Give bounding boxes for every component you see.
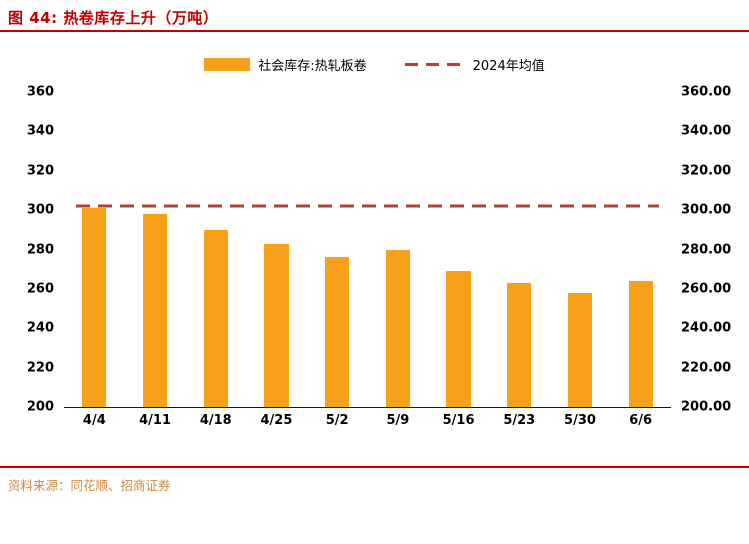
chart-legend: 社会库存:热轧板卷 2024年均值 bbox=[0, 55, 749, 74]
y-axis-right: 200.00 220.00 240.00 260.00 280.00 300.00 320.… bbox=[671, 86, 741, 414]
y-tick-label: 260 bbox=[26, 281, 54, 297]
y-tick-label: 360.00 bbox=[681, 84, 732, 100]
y-tick-label: 360 bbox=[26, 84, 54, 100]
x-tick-label: 5/30 bbox=[564, 413, 596, 428]
average-line bbox=[76, 204, 659, 208]
average-line-swatch bbox=[404, 63, 465, 66]
header-divider bbox=[0, 30, 749, 32]
bar-4/18 bbox=[203, 229, 228, 407]
x-tick-label: 6/6 bbox=[629, 413, 653, 428]
x-tick-label: 5/9 bbox=[386, 413, 410, 428]
y-tick-label: 260.00 bbox=[681, 281, 732, 297]
bar-5/23 bbox=[507, 282, 532, 407]
bar-4/4 bbox=[82, 208, 107, 407]
x-tick-label: 4/25 bbox=[260, 413, 293, 428]
bar-series-label: 社会库存:热轧板卷 bbox=[258, 59, 367, 74]
y-axis-left: 200 220 240 260 280 300 320 340 360 bbox=[8, 86, 64, 414]
y-tick-label: 280 bbox=[26, 242, 54, 257]
y-tick-label: 320 bbox=[26, 163, 54, 179]
y-tick-label: 220 bbox=[26, 360, 54, 376]
y-tick-label: 320.00 bbox=[681, 163, 732, 179]
plot-area bbox=[64, 92, 671, 408]
bar-5/30 bbox=[567, 292, 593, 407]
bar-5/16 bbox=[446, 271, 471, 407]
y-tick-label: 300.00 bbox=[681, 202, 732, 218]
bar-slot bbox=[610, 92, 671, 407]
bar-6/6 bbox=[628, 281, 653, 407]
y-tick-label: 340.00 bbox=[681, 123, 732, 139]
bar-slot bbox=[550, 92, 611, 407]
y-tick-label: 300 bbox=[26, 202, 54, 218]
y-tick-label: 200.00 bbox=[681, 399, 732, 415]
x-tick-label: 5/2 bbox=[325, 413, 349, 428]
bar-slot bbox=[307, 92, 368, 407]
bar-5/2 bbox=[325, 257, 350, 407]
bar-slot bbox=[489, 92, 550, 407]
average-line-label: 2024年均值 bbox=[472, 59, 545, 74]
y-tick-label: 340 bbox=[26, 123, 54, 139]
x-tick-label: 4/11 bbox=[139, 413, 171, 428]
x-tick-label: 4/4 bbox=[82, 413, 106, 428]
bar-slot bbox=[125, 92, 186, 407]
bar-slot bbox=[185, 92, 246, 407]
bar-4/11 bbox=[142, 214, 168, 407]
x-axis: 4/4 4/11 4/18 4/25 5/2 5/9 5/16 5/23 5/30 6/6 bbox=[64, 413, 671, 428]
bar-4/25 bbox=[264, 243, 289, 407]
bar-slot bbox=[428, 92, 489, 407]
x-tick-label: 4/18 bbox=[199, 413, 232, 428]
figure-title: 图 44: 热卷库存上升（万吨） bbox=[8, 9, 219, 27]
x-tick-label: 5/16 bbox=[442, 413, 475, 428]
y-tick-label: 280.00 bbox=[681, 242, 732, 257]
source-text: 资料来源：同花顺、招商证券 bbox=[8, 478, 171, 493]
chart-plot-wrap: 200 220 240 260 280 300 320 340 360 200.00 220.00… bbox=[8, 86, 741, 414]
bar-slot bbox=[246, 92, 307, 407]
y-tick-label: 220.00 bbox=[681, 360, 732, 376]
bar-5/9 bbox=[385, 249, 410, 407]
x-tick-label: 5/23 bbox=[503, 413, 536, 428]
y-tick-label: 240 bbox=[26, 320, 54, 336]
footer-divider bbox=[0, 466, 749, 468]
y-tick-label: 240.00 bbox=[681, 320, 732, 336]
bar-slot bbox=[64, 92, 125, 407]
bar-series-swatch bbox=[204, 58, 251, 71]
bar-slot bbox=[368, 92, 429, 407]
y-tick-label: 200 bbox=[26, 399, 54, 415]
